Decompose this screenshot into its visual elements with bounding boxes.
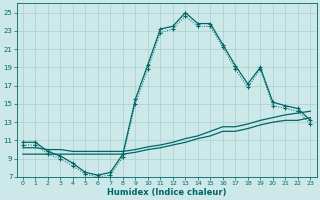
X-axis label: Humidex (Indice chaleur): Humidex (Indice chaleur) [107, 188, 226, 197]
